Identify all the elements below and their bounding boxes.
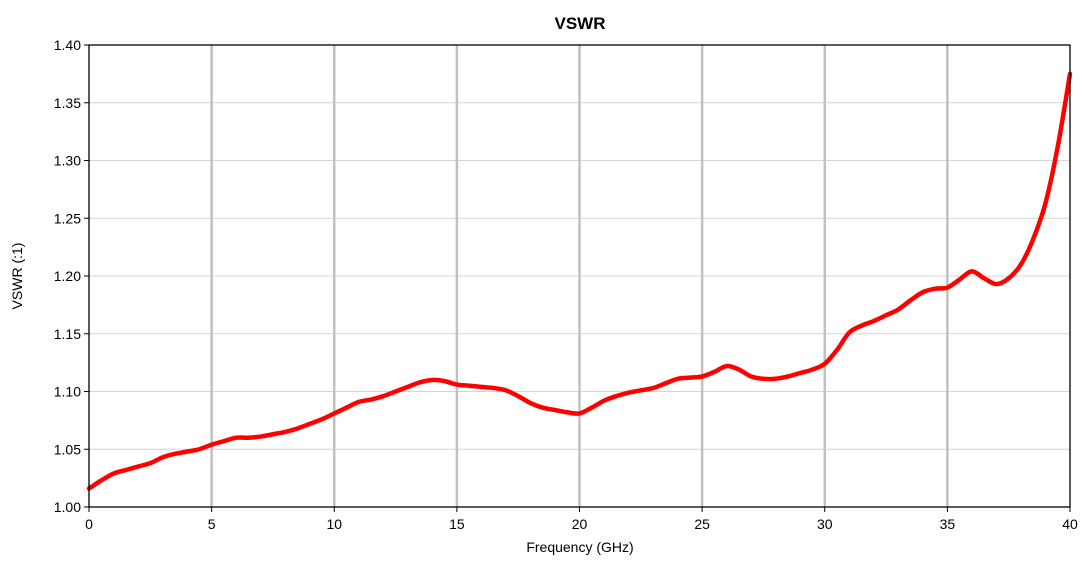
- chart-title: VSWR: [555, 14, 606, 33]
- vswr-series-line: [86, 71, 1073, 491]
- x-tick-label: 25: [694, 516, 710, 532]
- y-tick-label: 1.10: [54, 384, 81, 400]
- y-axis-label: VSWR (:1): [9, 243, 25, 310]
- x-axis-label: Frequency (GHz): [526, 539, 633, 555]
- y-tick-label: 1.05: [54, 441, 81, 457]
- y-tick-label: 1.15: [54, 326, 81, 342]
- x-tick-label: 0: [85, 516, 93, 532]
- y-tick-label: 1.30: [54, 153, 81, 169]
- grid-lines: [89, 45, 1070, 507]
- series-layer: [86, 71, 1073, 491]
- x-tick-label: 35: [940, 516, 956, 532]
- x-tick-label: 5: [208, 516, 216, 532]
- y-tick-label: 1.00: [54, 499, 81, 515]
- x-tick-label: 40: [1062, 516, 1078, 532]
- tick-labels: 1.00 1.05 1.10 1.15 1.20 1.25 1.30 1.35 1.40 0 5 10…: [54, 37, 1078, 532]
- x-tick-label: 10: [326, 516, 342, 532]
- x-tick-label: 30: [817, 516, 833, 532]
- y-tick-label: 1.40: [54, 37, 81, 53]
- x-tick-label: 20: [572, 516, 588, 532]
- plot-frame: [88, 44, 1071, 508]
- y-tick-label: 1.20: [54, 268, 81, 284]
- y-tick-label: 1.35: [54, 95, 81, 111]
- x-tick-label: 15: [449, 516, 465, 532]
- y-tick-label: 1.25: [54, 210, 81, 226]
